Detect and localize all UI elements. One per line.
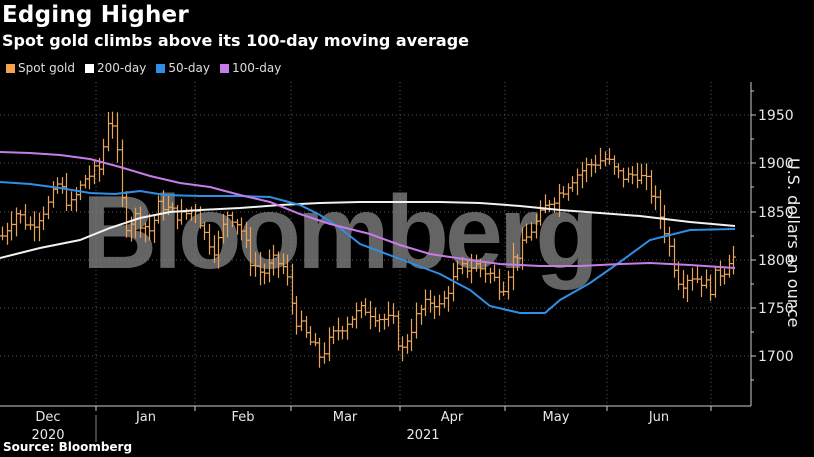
year-label-2020: 2020: [31, 428, 64, 443]
y-tick-label: 1900: [758, 156, 794, 172]
spot-gold-swatch-icon: [6, 63, 15, 73]
legend-label: 200-day: [97, 61, 147, 75]
line-50-day: [0, 181, 736, 314]
200-day-swatch-icon: [85, 63, 95, 73]
legend-item-spot-gold: Spot gold: [6, 61, 75, 75]
legend-item-100-day: 100-day: [220, 61, 281, 75]
x-tick-label: Jan: [135, 410, 156, 425]
100-day-swatch-icon: [220, 63, 229, 73]
y-tick-label: 1850: [758, 205, 794, 221]
x-tick-label: Apr: [441, 410, 464, 425]
x-tick-label: May: [543, 410, 570, 425]
x-tick-label: Dec: [35, 410, 60, 425]
x-tick-label: Feb: [231, 410, 254, 425]
y-tick-label: 1950: [758, 108, 794, 124]
y-tick-label: 1750: [758, 301, 794, 317]
y-axis: [750, 82, 756, 406]
chart-title: Edging Higher: [2, 2, 189, 28]
line-100-day: [0, 151, 736, 269]
legend: Spot gold 200-day 50-day 100-day: [6, 61, 281, 75]
year-label-2021: 2021: [406, 428, 439, 443]
x-tick-labels: Dec Jan Feb Mar Apr May Jun 2020 2021: [31, 410, 669, 443]
x-tick-label: Jun: [648, 410, 669, 425]
legend-label: 50-day: [168, 61, 210, 75]
legend-label: Spot gold: [18, 61, 76, 75]
y-tick-labels: 1950 1900 1850 1800 1750 1700: [758, 108, 794, 365]
source-note: Source: Bloomberg: [3, 440, 133, 454]
y-tick-label: 1800: [758, 253, 794, 269]
y-tick-label: 1700: [758, 349, 794, 365]
legend-label: 100-day: [232, 61, 282, 75]
x-axis: [0, 405, 751, 442]
chart-subtitle: Spot gold climbs above its 100-day movin…: [2, 31, 469, 50]
legend-item-200-day: 200-day: [85, 61, 146, 75]
bloomberg-watermark: Bloomberg: [82, 175, 595, 291]
x-tick-label: Mar: [333, 410, 358, 425]
50-day-swatch-icon: [156, 63, 166, 73]
legend-item-50-day: 50-day: [156, 61, 210, 75]
line-200-day: [0, 201, 736, 259]
y-axis-title: U.S. dollars an ounce: [784, 158, 803, 328]
